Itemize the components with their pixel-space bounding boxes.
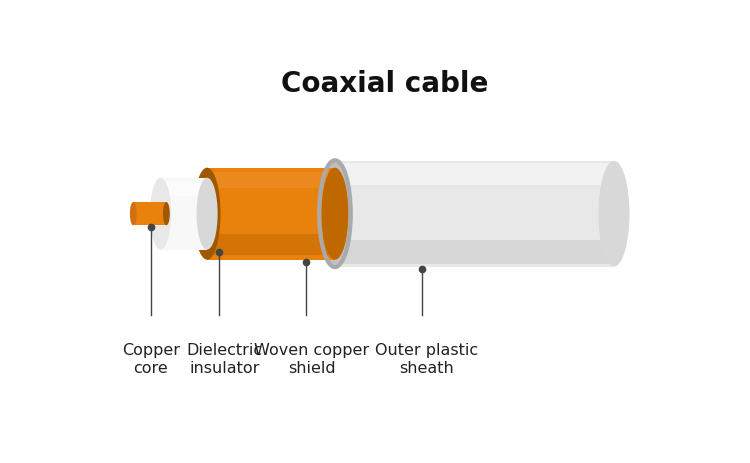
Ellipse shape [150,178,171,250]
Polygon shape [160,178,207,250]
Text: Copper
core: Copper core [122,343,180,375]
Ellipse shape [196,178,217,250]
Polygon shape [134,203,166,226]
Ellipse shape [322,169,349,260]
Text: Coaxial cable: Coaxial cable [280,70,488,98]
Polygon shape [335,241,614,264]
Polygon shape [207,235,335,256]
Text: Dielectric
insulator: Dielectric insulator [187,343,262,375]
Ellipse shape [194,169,220,260]
Polygon shape [207,169,335,260]
Polygon shape [207,173,335,189]
Ellipse shape [163,203,170,226]
Polygon shape [335,164,614,185]
Ellipse shape [320,162,350,267]
Polygon shape [160,181,207,196]
Ellipse shape [598,162,629,267]
Text: Woven copper
shield: Woven copper shield [254,343,369,375]
Ellipse shape [130,203,136,226]
Text: Outer plastic
sheath: Outer plastic sheath [375,343,478,375]
Polygon shape [335,162,614,267]
